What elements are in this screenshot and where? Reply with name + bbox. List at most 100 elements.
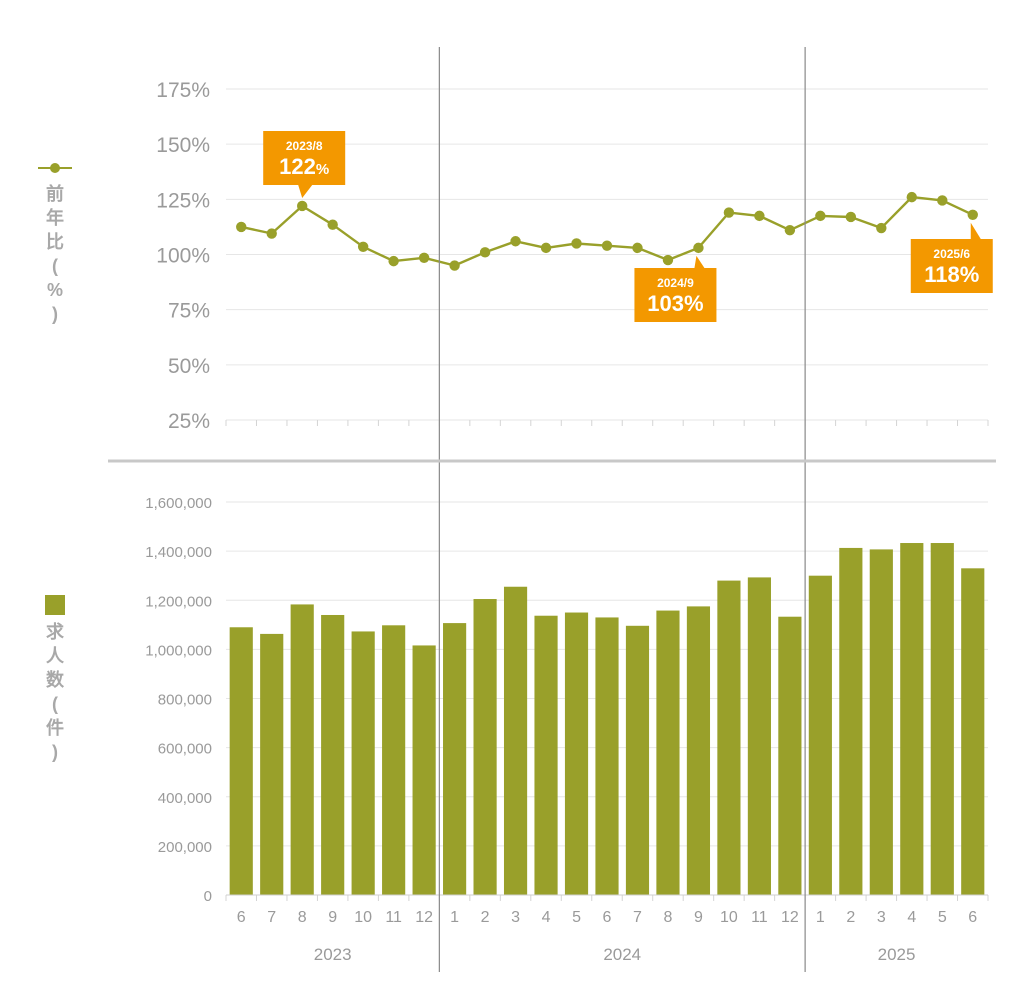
line-point-2024/4 (540, 242, 552, 254)
x-month-label: 3 (877, 909, 886, 926)
legend-char: ( (52, 256, 58, 276)
legend-char: ) (52, 742, 58, 762)
x-month-label: 10 (354, 909, 372, 926)
x-year-label-2024: 2024 (603, 945, 641, 964)
bar-2023/12 (412, 645, 436, 895)
x-month-label: 9 (694, 909, 703, 926)
callout-date: 2025/6 (933, 247, 970, 261)
bar-2024/8 (656, 610, 680, 895)
line-point-2024/2 (479, 247, 491, 258)
bar-2024/4 (534, 615, 558, 895)
x-tick-marks (225, 420, 989, 901)
line-y-tick-label: 25% (168, 410, 210, 433)
x-month-label: 6 (603, 909, 612, 926)
line-y-tick-label: 100% (156, 245, 210, 268)
x-month-label: 4 (907, 909, 916, 926)
callout-unit: % (316, 161, 329, 178)
legend-char: 人 (46, 646, 65, 666)
bar-2024/2 (473, 599, 497, 895)
x-month-label: 11 (751, 909, 768, 926)
bar-2024/3 (503, 586, 528, 895)
x-month-label: 5 (938, 909, 947, 926)
legend-char: ) (52, 304, 58, 324)
line-legend-label: 前年比 (%) (46, 183, 64, 324)
line-legend-dot (50, 163, 60, 173)
legend-char: 前 (46, 183, 64, 204)
x-year-labels: 2023 2024 2025 (314, 945, 916, 964)
bar-y-tick-label: 600,000 (158, 741, 212, 758)
legend-char: % (47, 280, 63, 300)
bar-2025/5 (930, 543, 954, 895)
bar-2023/10 (351, 631, 375, 895)
line-point-2024/5 (571, 238, 582, 249)
line-point-2024/3 (510, 236, 521, 247)
line-point-2024/12 (784, 225, 796, 236)
bar-2025/6 (961, 568, 985, 895)
line-point-2024/8 (662, 254, 674, 266)
bar-legend: 求人数 (件) (45, 595, 65, 762)
bar-2025/3 (869, 549, 893, 895)
x-month-label: 9 (328, 909, 337, 926)
x-month-label: 3 (511, 909, 520, 926)
x-year-label-2023: 2023 (314, 945, 352, 964)
legend-char: 件 (46, 717, 64, 738)
legend-char: 数 (46, 669, 65, 690)
callout-value: 118% (924, 262, 979, 287)
x-month-label: 5 (572, 909, 581, 926)
bar-2023/8 (290, 604, 314, 895)
callout-date: 2023/8 (286, 139, 323, 153)
bar-chart-y-ticks: 0 200,000 400,000 600,000 800,000 1,000,000 1,… (145, 495, 212, 905)
legend-char: 年 (46, 207, 64, 228)
line-point-2023/10 (357, 241, 369, 252)
line-point-2024/7 (632, 242, 643, 254)
callout-value: 103% (647, 291, 703, 316)
line-chart-gridlines (226, 88, 988, 421)
line-point-2024/10 (723, 207, 735, 218)
x-month-label: 4 (542, 909, 551, 926)
line-point-2024/11 (754, 210, 765, 222)
x-month-label: 2 (481, 909, 490, 926)
line-point-2025/6 (967, 209, 978, 220)
line-y-tick-label: 150% (156, 134, 210, 157)
callout-box (634, 255, 717, 322)
bar-y-tick-label: 0 (204, 888, 212, 905)
x-month-label: 10 (720, 909, 738, 926)
bar-y-tick-label: 800,000 (158, 692, 212, 709)
bar-2023/6 (229, 627, 253, 895)
x-month-label: 1 (816, 909, 825, 926)
x-month-label: 8 (298, 909, 307, 926)
square-icon (45, 595, 65, 615)
callout-box (263, 131, 346, 198)
bar-2025/1 (808, 575, 832, 895)
line-point-2024/6 (601, 240, 613, 251)
legend-char: 求 (46, 621, 65, 642)
bar-2024/11 (747, 577, 771, 895)
line-y-tick-label: 50% (168, 355, 210, 378)
line-y-tick-label: 175% (156, 79, 210, 102)
x-month-label: 12 (415, 909, 433, 926)
line-y-tick-label: 125% (156, 189, 210, 212)
line-point-2023/8 (297, 200, 308, 212)
line-point-2023/7 (266, 228, 277, 239)
line-point-2025/5 (937, 195, 948, 206)
bar-y-tick-label: 400,000 (158, 790, 212, 807)
line-point-2023/6 (236, 221, 247, 233)
line-point-2025/1 (815, 210, 826, 222)
line-series (236, 191, 978, 271)
x-month-label: 7 (633, 909, 642, 926)
bar-2024/12 (778, 616, 802, 895)
line-chart-y-ticks: 25% 50% 75% 100% 125% 150% 175% (156, 79, 210, 433)
legend-char: 比 (46, 232, 64, 252)
bar-2023/7 (260, 633, 284, 895)
x-month-label: 7 (267, 909, 276, 926)
x-month-label: 1 (450, 909, 459, 926)
bar-2023/9 (321, 614, 345, 895)
line-legend: 前年比 (%) (38, 163, 72, 324)
x-month-label: 6 (968, 909, 977, 926)
bar-series (229, 543, 985, 895)
